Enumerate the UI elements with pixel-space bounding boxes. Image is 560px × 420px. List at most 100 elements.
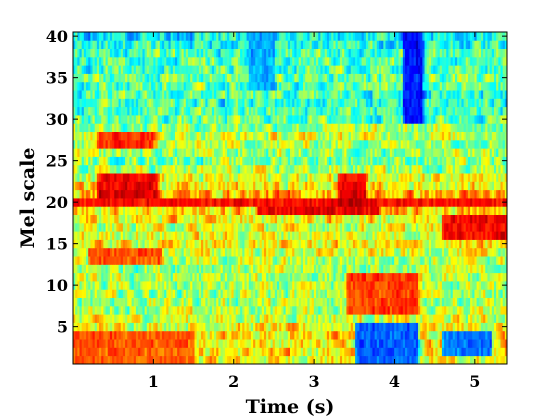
heatmap-cell: [463, 189, 467, 199]
heatmap-cell: [274, 214, 278, 224]
heatmap-cell: [268, 214, 271, 224]
heatmap-cell: [485, 156, 488, 166]
heatmap-cell: [359, 189, 363, 199]
heatmap-cell: [140, 330, 143, 340]
heatmap-cell: [496, 239, 499, 249]
heatmap-cell: [426, 214, 430, 224]
heatmap-cell: [444, 164, 447, 174]
heatmap-cell: [83, 164, 87, 174]
heatmap-cell: [498, 256, 501, 265]
heatmap-cell: [201, 231, 204, 240]
heatmap-cell: [240, 355, 243, 365]
heatmap-cell: [292, 347, 295, 357]
heatmap-cell: [161, 206, 165, 215]
heatmap-cell: [231, 322, 234, 332]
heatmap-cell: [240, 189, 243, 199]
heatmap-cell: [142, 256, 146, 265]
heatmap-cell: [151, 264, 154, 274]
heatmap-cell: [161, 339, 165, 348]
heatmap-cell: [450, 173, 454, 182]
heatmap-cell: [385, 189, 389, 199]
heatmap-cell: [459, 339, 462, 348]
heatmap-cell: [231, 181, 234, 191]
heatmap-cell: [81, 281, 85, 290]
heatmap-cell: [151, 339, 154, 348]
heatmap-cell: [370, 314, 373, 323]
heatmap-cell: [489, 256, 493, 265]
heatmap-cell: [116, 173, 119, 182]
heatmap-cell: [294, 198, 297, 207]
heatmap-cell: [357, 339, 360, 348]
heatmap-cell: [290, 314, 293, 323]
heatmap-cell: [348, 314, 352, 323]
heatmap-cell: [268, 156, 271, 166]
heatmap-cell: [305, 247, 308, 257]
heatmap-cell: [324, 239, 328, 249]
heatmap-cell: [491, 198, 495, 207]
heatmap-cell: [122, 206, 126, 215]
heatmap-cell: [426, 339, 430, 348]
heatmap-cell: [112, 339, 115, 348]
heatmap-cell: [240, 330, 243, 340]
heatmap-cell: [148, 330, 152, 340]
heatmap-cell: [229, 339, 232, 348]
heatmap-cell: [86, 347, 89, 357]
heatmap-cell: [179, 256, 182, 265]
heatmap-cell: [235, 330, 239, 340]
heatmap-cell: [335, 198, 339, 207]
heatmap-cell: [151, 206, 154, 215]
heatmap-cell: [329, 206, 332, 215]
heatmap-cell: [235, 214, 239, 224]
heatmap-cell: [183, 281, 187, 290]
heatmap-cell: [391, 272, 395, 282]
heatmap-cell: [363, 247, 367, 257]
heatmap-cell: [365, 281, 369, 290]
heatmap-cell: [361, 330, 365, 340]
heatmap-cell: [190, 247, 193, 257]
heatmap-cell: [266, 330, 269, 340]
heatmap-cell: [448, 256, 451, 265]
heatmap-cell: [86, 289, 89, 298]
heatmap-cell: [483, 305, 486, 315]
heatmap-cell: [433, 214, 436, 224]
heatmap-cell: [179, 214, 182, 224]
heatmap-cell: [153, 355, 156, 365]
heatmap-cell: [270, 322, 274, 332]
heatmap-cell: [448, 222, 451, 232]
heatmap-cell: [487, 222, 491, 232]
heatmap-cell: [465, 339, 469, 348]
heatmap-cell: [313, 272, 317, 282]
heatmap-cell: [326, 330, 330, 340]
heatmap-cell: [250, 247, 254, 257]
heatmap-cell: [88, 289, 91, 298]
heatmap-cell: [157, 330, 161, 340]
heatmap-cell: [348, 206, 352, 215]
heatmap-cell: [283, 206, 287, 215]
heatmap-cell: [346, 222, 349, 232]
heatmap-cell: [86, 222, 89, 232]
heatmap-cell: [177, 355, 180, 365]
heatmap-cell: [116, 189, 119, 199]
heatmap-cell: [144, 322, 148, 332]
heatmap-cell: [311, 156, 315, 166]
heatmap-cell: [203, 339, 206, 348]
heatmap-cell: [300, 189, 304, 199]
heatmap-cell: [303, 330, 306, 340]
heatmap-cell: [478, 330, 482, 340]
heatmap-cell: [168, 164, 172, 174]
heatmap-cell: [409, 164, 412, 174]
heatmap-cell: [435, 256, 438, 265]
heatmap-cell: [448, 231, 451, 240]
heatmap-cell: [131, 314, 135, 323]
heatmap-cell: [99, 272, 102, 282]
heatmap-cell: [250, 347, 254, 357]
heatmap-cell: [487, 272, 491, 282]
heatmap-cell: [140, 181, 143, 191]
heatmap-cell: [446, 247, 449, 257]
heatmap-cell: [237, 231, 241, 240]
heatmap-cell: [298, 289, 302, 298]
heatmap-cell: [281, 322, 284, 332]
heatmap-cell: [420, 264, 423, 274]
heatmap-cell: [422, 297, 425, 307]
heatmap-cell: [281, 173, 284, 182]
